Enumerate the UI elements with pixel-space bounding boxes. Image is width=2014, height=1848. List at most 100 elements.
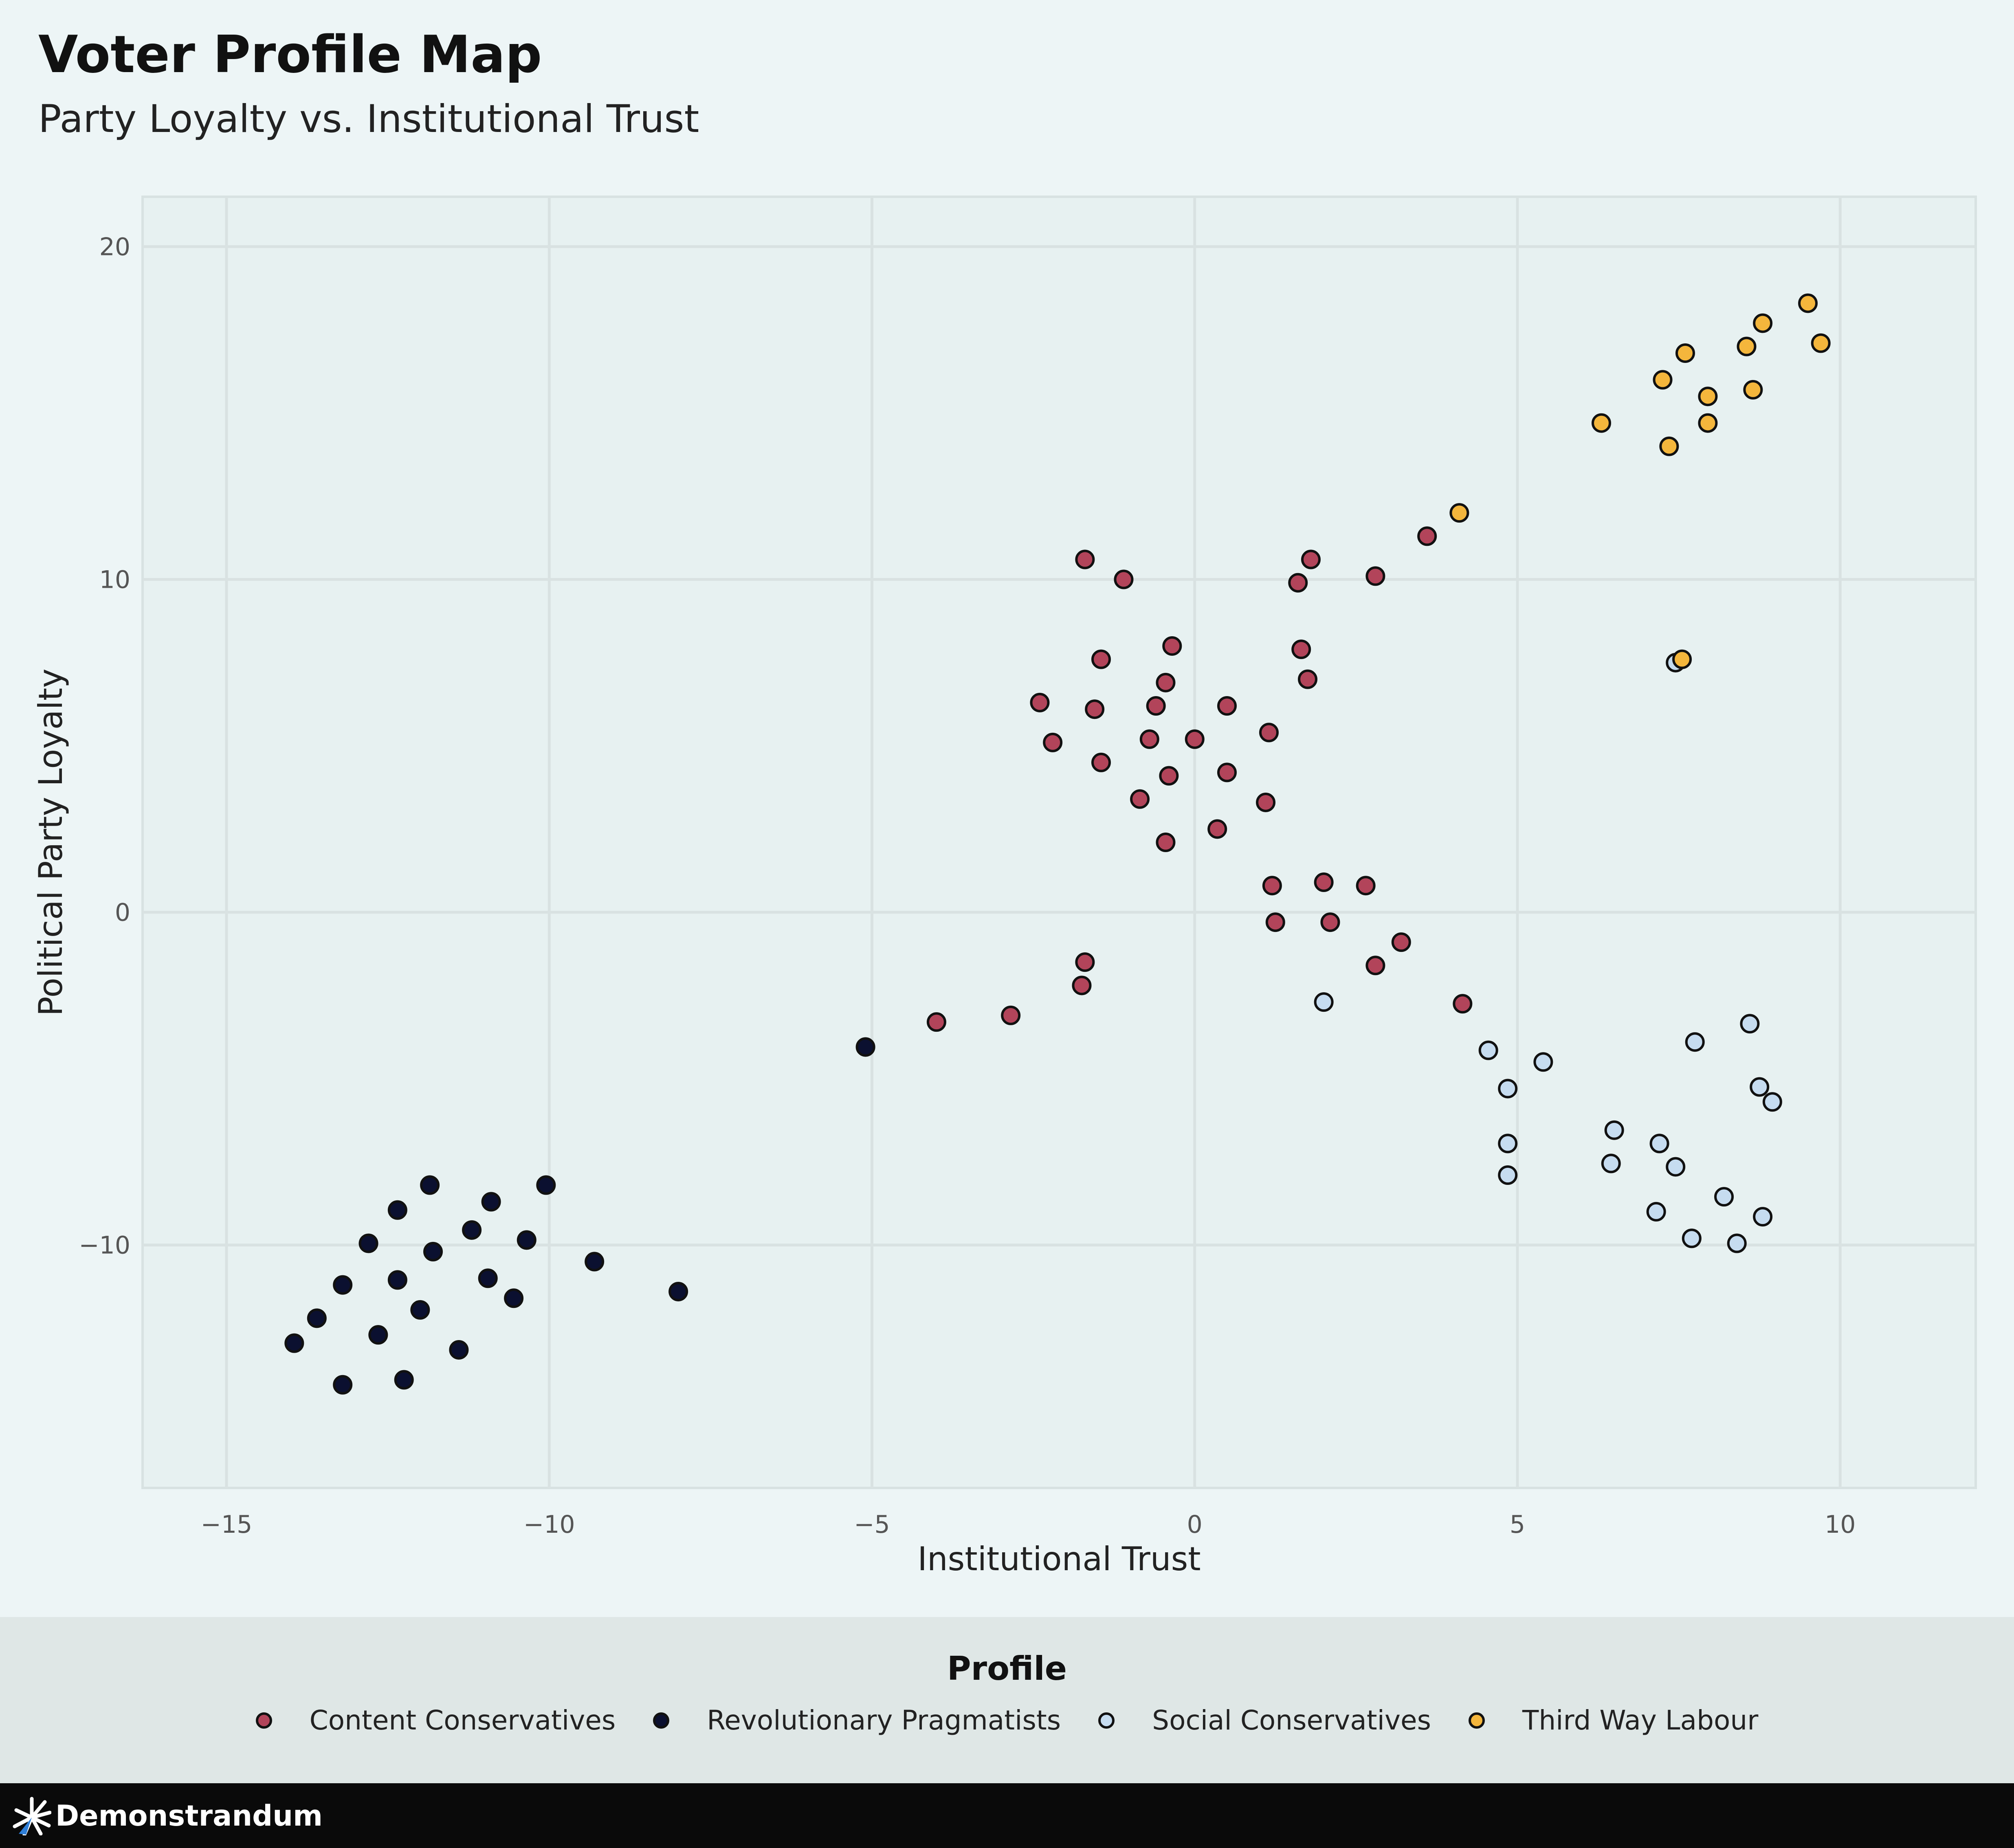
point-content-conservatives xyxy=(1072,976,1092,995)
point-content-conservatives xyxy=(1256,792,1276,812)
tick-labels: −15 −10 −5 0 5 10 −10 0 10 20 xyxy=(79,233,1856,1539)
plot-panel xyxy=(141,196,1977,1489)
point-social-conservatives xyxy=(1646,1202,1666,1222)
demonstrandum-logo-icon xyxy=(13,1797,51,1835)
point-revolutionary-pragmatists xyxy=(478,1268,498,1288)
point-revolutionary-pragmatists xyxy=(333,1375,353,1395)
x-tick-label: −10 xyxy=(523,1510,575,1539)
point-social-conservatives xyxy=(1649,1134,1669,1154)
point-content-conservatives xyxy=(1130,789,1150,809)
point-content-conservatives xyxy=(926,1012,946,1032)
brand-name: Demonstrandum xyxy=(55,1799,323,1833)
point-revolutionary-pragmatists xyxy=(481,1192,501,1212)
point-social-conservatives xyxy=(1604,1120,1624,1140)
point-content-conservatives xyxy=(1162,636,1182,656)
point-social-conservatives xyxy=(1533,1052,1553,1072)
grid-lines xyxy=(143,197,1976,1488)
data-points xyxy=(284,293,1831,1395)
point-third-way-labour xyxy=(1743,380,1763,400)
point-content-conservatives xyxy=(1417,526,1437,546)
point-third-way-labour xyxy=(1798,293,1818,313)
point-third-way-labour xyxy=(1753,313,1773,333)
y-tick-label: 10 xyxy=(99,566,130,594)
point-social-conservatives xyxy=(1498,1079,1518,1099)
point-third-way-labour xyxy=(1698,387,1718,407)
point-revolutionary-pragmatists xyxy=(307,1308,327,1328)
point-revolutionary-pragmatists xyxy=(517,1230,536,1250)
x-tick-label: 10 xyxy=(1825,1510,1856,1539)
point-third-way-labour xyxy=(1591,413,1611,433)
legend-item-third-way-labour: Third Way Labour xyxy=(1469,1705,1758,1736)
point-content-conservatives xyxy=(1091,752,1111,772)
point-content-conservatives xyxy=(1259,723,1279,743)
point-revolutionary-pragmatists xyxy=(855,1037,875,1057)
legend-items: Content Conservatives Revolutionary Prag… xyxy=(0,1705,2014,1736)
point-content-conservatives xyxy=(1291,639,1311,659)
point-third-way-labour xyxy=(1449,503,1469,523)
point-social-conservatives xyxy=(1601,1154,1621,1173)
point-social-conservatives xyxy=(1753,1207,1773,1227)
legend-item-revolutionary-pragmatists: Revolutionary Pragmatists xyxy=(653,1705,1061,1736)
y-tick-label: 20 xyxy=(99,233,130,261)
y-tick-label: −10 xyxy=(79,1231,130,1260)
point-revolutionary-pragmatists xyxy=(449,1340,469,1360)
point-social-conservatives xyxy=(1682,1228,1702,1248)
point-content-conservatives xyxy=(1298,669,1318,689)
point-content-conservatives xyxy=(1139,729,1159,749)
point-content-conservatives xyxy=(1301,549,1321,569)
point-third-way-labour xyxy=(1675,343,1695,363)
point-revolutionary-pragmatists xyxy=(358,1233,378,1253)
point-content-conservatives xyxy=(1314,872,1334,892)
point-content-conservatives xyxy=(1030,692,1050,712)
point-content-conservatives xyxy=(1146,696,1166,716)
point-revolutionary-pragmatists xyxy=(536,1175,556,1195)
point-social-conservatives xyxy=(1666,1157,1686,1177)
point-content-conservatives xyxy=(1085,699,1105,719)
point-content-conservatives xyxy=(1262,876,1282,896)
point-revolutionary-pragmatists xyxy=(462,1220,482,1240)
x-tick-label: −5 xyxy=(854,1510,890,1539)
point-content-conservatives xyxy=(1075,952,1095,972)
scatter-plot: −15 −10 −5 0 5 10 −10 0 10 20 Institutional Trust… xyxy=(32,196,1977,1578)
point-revolutionary-pragmatists xyxy=(410,1300,430,1320)
legend-item-content-conservatives: Content Conservatives xyxy=(255,1705,616,1736)
point-content-conservatives xyxy=(1288,573,1308,593)
legend-swatch xyxy=(255,1712,272,1729)
legend-title: Profile xyxy=(947,1650,1067,1688)
point-social-conservatives xyxy=(1750,1077,1770,1097)
point-content-conservatives xyxy=(1356,876,1376,896)
point-content-conservatives xyxy=(1453,994,1473,1014)
legend-swatch xyxy=(1098,1712,1115,1729)
point-revolutionary-pragmatists xyxy=(585,1252,605,1272)
point-revolutionary-pragmatists xyxy=(504,1288,524,1308)
chart-title: Voter Profile Map xyxy=(38,24,542,84)
point-revolutionary-pragmatists xyxy=(394,1370,414,1390)
point-revolutionary-pragmatists xyxy=(333,1275,353,1295)
point-content-conservatives xyxy=(1365,956,1385,976)
x-tick-label: 0 xyxy=(1187,1510,1203,1539)
legend-label: Content Conservatives xyxy=(309,1705,616,1736)
point-social-conservatives xyxy=(1740,1014,1760,1034)
point-revolutionary-pragmatists xyxy=(423,1242,443,1261)
point-social-conservatives xyxy=(1727,1233,1747,1253)
point-content-conservatives xyxy=(1185,729,1205,749)
point-content-conservatives xyxy=(1091,649,1111,669)
point-content-conservatives xyxy=(1156,833,1176,852)
x-tick-label: −15 xyxy=(201,1510,253,1539)
legend-label: Third Way Labour xyxy=(1522,1705,1759,1736)
point-social-conservatives xyxy=(1762,1092,1782,1112)
point-content-conservatives xyxy=(1001,1005,1021,1025)
y-axis-title: Political Party Loyalty xyxy=(32,668,70,1016)
point-social-conservatives xyxy=(1498,1165,1518,1185)
point-third-way-labour xyxy=(1737,336,1757,356)
point-content-conservatives xyxy=(1043,732,1063,752)
point-revolutionary-pragmatists xyxy=(284,1333,304,1353)
point-social-conservatives xyxy=(1714,1187,1734,1207)
point-third-way-labour xyxy=(1698,413,1718,433)
legend-swatch xyxy=(653,1712,670,1729)
y-tick-label: 0 xyxy=(115,899,130,927)
point-content-conservatives xyxy=(1265,912,1285,932)
point-revolutionary-pragmatists xyxy=(368,1325,388,1345)
footer-bar: Demonstrandum xyxy=(0,1783,2014,1848)
point-social-conservatives xyxy=(1478,1040,1498,1060)
